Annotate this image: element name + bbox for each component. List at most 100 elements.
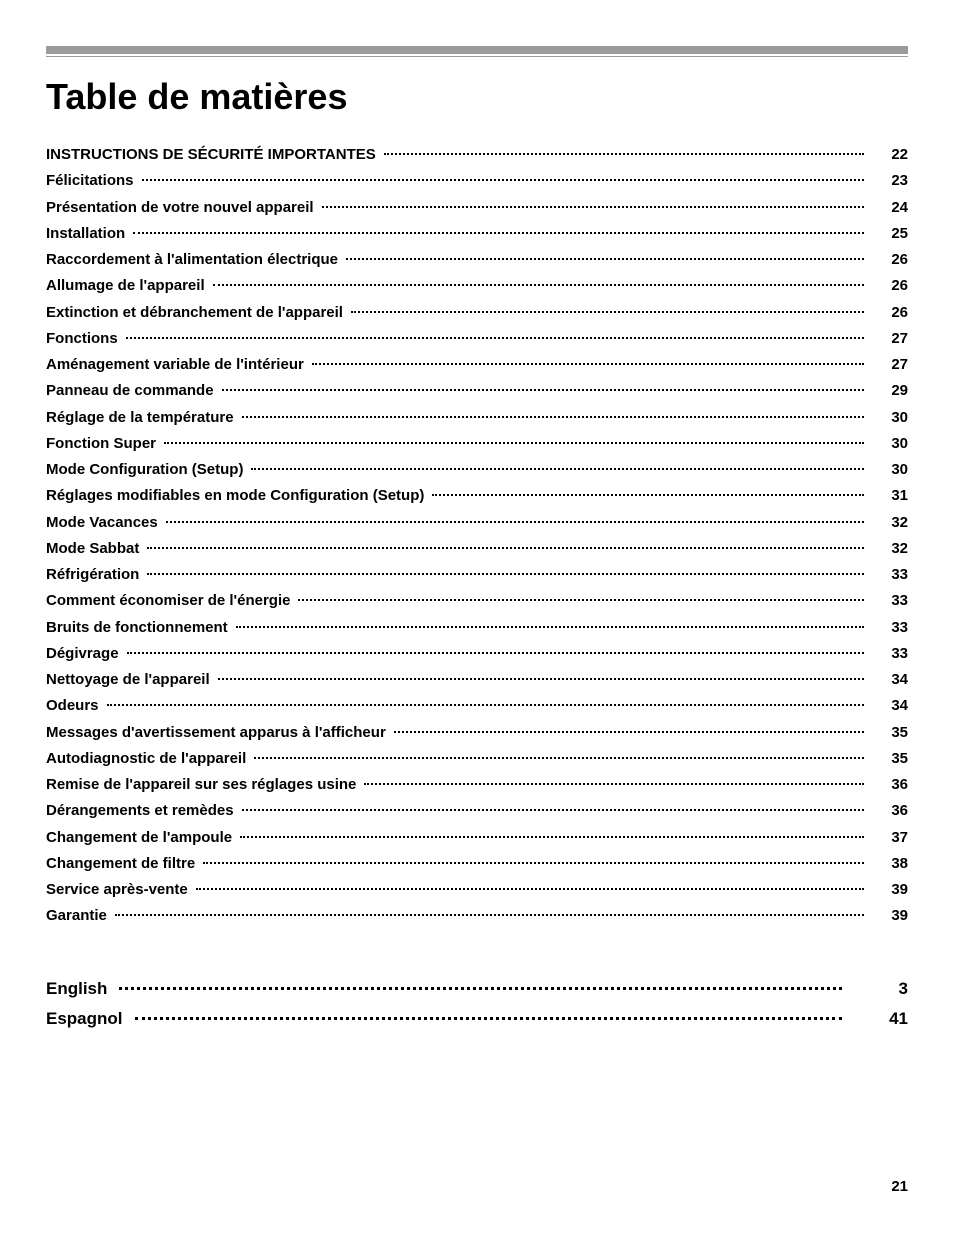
toc-dots bbox=[147, 573, 864, 575]
toc-row: Service après-vente39 bbox=[46, 881, 908, 898]
toc-dots bbox=[222, 389, 864, 391]
page-title: Table de matières bbox=[46, 75, 908, 118]
toc-dots bbox=[236, 626, 864, 628]
toc-row: Extinction et débranchement de l'apparei… bbox=[46, 304, 908, 321]
toc-dots bbox=[164, 442, 864, 444]
table-of-contents: INSTRUCTIONS DE SÉCURITÉ IMPORTANTES 22 Fé… bbox=[46, 146, 908, 925]
toc-row: Mode Configuration (Setup) 30 bbox=[46, 461, 908, 478]
toc-page-number: 35 bbox=[868, 724, 908, 741]
toc-label: Réglages modifiables en mode Configurati… bbox=[46, 487, 428, 504]
toc-page-number: 25 bbox=[868, 225, 908, 242]
toc-row: Odeurs 34 bbox=[46, 697, 908, 714]
toc-label: Dérangements et remèdes bbox=[46, 802, 238, 819]
toc-page-number: 26 bbox=[868, 251, 908, 268]
language-section: English3Espagnol41 bbox=[46, 979, 908, 1030]
toc-page-number: 27 bbox=[868, 356, 908, 373]
toc-page-number: 33 bbox=[868, 592, 908, 609]
toc-row: Remise de l'appareil sur ses réglages us… bbox=[46, 776, 908, 793]
toc-row: Mode Vacances 32 bbox=[46, 514, 908, 531]
toc-label: Garantie bbox=[46, 907, 111, 924]
toc-dots bbox=[213, 284, 864, 286]
toc-dots bbox=[312, 363, 864, 365]
toc-page-number: 29 bbox=[868, 382, 908, 399]
language-dots bbox=[135, 1017, 842, 1020]
toc-dots bbox=[142, 179, 864, 181]
toc-page-number: 30 bbox=[868, 435, 908, 452]
toc-dots bbox=[254, 757, 864, 759]
toc-dots bbox=[298, 599, 864, 601]
toc-page-number: 33 bbox=[868, 566, 908, 583]
toc-dots bbox=[196, 888, 864, 890]
toc-row: Aménagement variable de l'intérieur27 bbox=[46, 356, 908, 373]
toc-row: Nettoyage de l'appareil34 bbox=[46, 671, 908, 688]
language-row: Espagnol41 bbox=[46, 1009, 908, 1029]
toc-row: Autodiagnostic de l'appareil 35 bbox=[46, 750, 908, 767]
toc-row: Réglage de la température30 bbox=[46, 409, 908, 426]
toc-page-number: 26 bbox=[868, 304, 908, 321]
toc-row: Présentation de votre nouvel appareil24 bbox=[46, 199, 908, 216]
toc-label: Mode Vacances bbox=[46, 514, 162, 531]
toc-row: Félicitations23 bbox=[46, 172, 908, 189]
toc-dots bbox=[432, 494, 864, 496]
toc-dots bbox=[218, 678, 864, 680]
toc-label: Panneau de commande bbox=[46, 382, 218, 399]
toc-dots bbox=[147, 547, 864, 549]
toc-dots bbox=[364, 783, 864, 785]
toc-page-number: 38 bbox=[868, 855, 908, 872]
toc-dots bbox=[115, 914, 864, 916]
toc-dots bbox=[242, 809, 864, 811]
toc-dots bbox=[127, 652, 864, 654]
toc-label: Changement de filtre bbox=[46, 855, 199, 872]
toc-dots bbox=[346, 258, 864, 260]
toc-row: Mode Sabbat32 bbox=[46, 540, 908, 557]
toc-label: Présentation de votre nouvel appareil bbox=[46, 199, 318, 216]
toc-dots bbox=[251, 468, 864, 470]
toc-label: Autodiagnostic de l'appareil bbox=[46, 750, 250, 767]
toc-label: Réfrigération bbox=[46, 566, 143, 583]
toc-page-number: 26 bbox=[868, 277, 908, 294]
toc-label: Remise de l'appareil sur ses réglages us… bbox=[46, 776, 360, 793]
toc-dots bbox=[240, 836, 864, 838]
toc-label: Comment économiser de l'énergie bbox=[46, 592, 294, 609]
toc-label: INSTRUCTIONS DE SÉCURITÉ IMPORTANTES bbox=[46, 146, 380, 163]
toc-row: Comment économiser de l'énergie 33 bbox=[46, 592, 908, 609]
page-number: 21 bbox=[891, 1178, 908, 1195]
toc-label: Extinction et débranchement de l'apparei… bbox=[46, 304, 347, 321]
toc-page-number: 35 bbox=[868, 750, 908, 767]
toc-dots bbox=[394, 731, 864, 733]
toc-label: Messages d'avertissement apparus à l'aff… bbox=[46, 724, 390, 741]
toc-dots bbox=[351, 311, 864, 313]
toc-page-number: 39 bbox=[868, 881, 908, 898]
toc-row: Bruits de fonctionnement33 bbox=[46, 619, 908, 636]
toc-row: Fonctions27 bbox=[46, 330, 908, 347]
toc-dots bbox=[384, 153, 864, 155]
toc-label: Bruits de fonctionnement bbox=[46, 619, 232, 636]
toc-row: Dégivrage 33 bbox=[46, 645, 908, 662]
toc-row: Fonction Super30 bbox=[46, 435, 908, 452]
toc-page-number: 30 bbox=[868, 409, 908, 426]
toc-label: Félicitations bbox=[46, 172, 138, 189]
toc-page-number: 31 bbox=[868, 487, 908, 504]
toc-page-number: 30 bbox=[868, 461, 908, 478]
toc-dots bbox=[107, 704, 864, 706]
toc-row: Installation25 bbox=[46, 225, 908, 242]
toc-row: Réfrigération 33 bbox=[46, 566, 908, 583]
toc-label: Nettoyage de l'appareil bbox=[46, 671, 214, 688]
header-line bbox=[46, 56, 908, 57]
document-page: Table de matières INSTRUCTIONS DE SÉCURI… bbox=[0, 0, 954, 1235]
toc-label: Mode Configuration (Setup) bbox=[46, 461, 247, 478]
toc-dots bbox=[322, 206, 864, 208]
language-page-number: 41 bbox=[848, 1009, 908, 1029]
toc-page-number: 33 bbox=[868, 645, 908, 662]
toc-page-number: 22 bbox=[868, 146, 908, 163]
toc-page-number: 34 bbox=[868, 697, 908, 714]
toc-label: Odeurs bbox=[46, 697, 103, 714]
toc-label: Allumage de l'appareil bbox=[46, 277, 209, 294]
toc-page-number: 32 bbox=[868, 514, 908, 531]
toc-row: Changement de filtre 38 bbox=[46, 855, 908, 872]
toc-label: Dégivrage bbox=[46, 645, 123, 662]
toc-label: Fonctions bbox=[46, 330, 122, 347]
toc-page-number: 36 bbox=[868, 776, 908, 793]
toc-dots bbox=[133, 232, 864, 234]
toc-row: INSTRUCTIONS DE SÉCURITÉ IMPORTANTES 22 bbox=[46, 146, 908, 163]
